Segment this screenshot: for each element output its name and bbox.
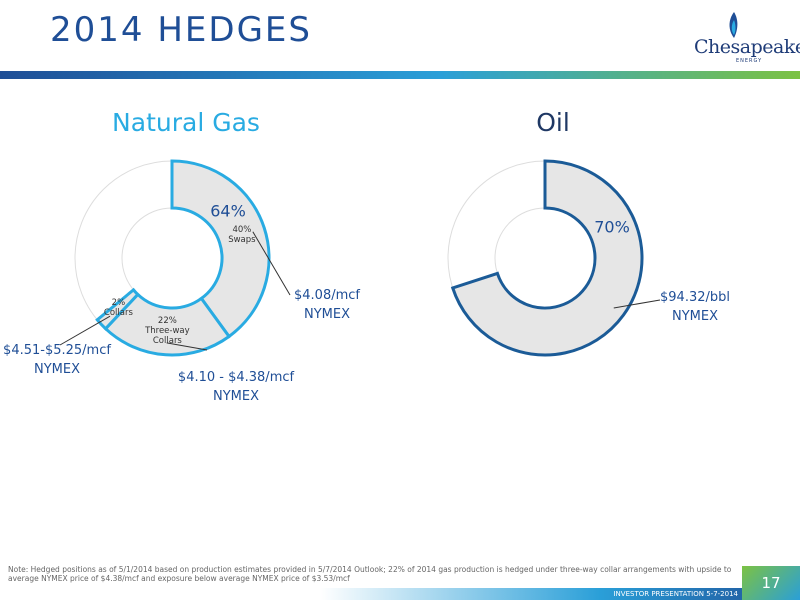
- header-stripe: [0, 71, 800, 79]
- segment-value: 40%: [232, 225, 252, 236]
- annotation-line: $4.51-$5.25/mcf: [3, 343, 111, 358]
- total-label: 70%: [594, 218, 630, 237]
- leader-line: [252, 231, 291, 296]
- annotation: $4.08/mcf NYMEX: [294, 286, 360, 324]
- annotation-line: NYMEX: [33, 362, 80, 377]
- logo-icon: [729, 12, 738, 38]
- donut-segment: [95, 287, 140, 331]
- leader-line: [166, 342, 208, 351]
- annotation-line: $4.08/mcf: [294, 288, 360, 303]
- annotation: $4.51-$5.25/mcf NYMEX: [3, 341, 111, 379]
- annotation-line: $94.32/bbl: [660, 290, 730, 305]
- footer-text: INVESTOR PRESENTATION 5-7-2014: [613, 590, 738, 598]
- chart-title: Natural Gas: [112, 108, 260, 137]
- leader-line: [613, 299, 661, 309]
- segment-name: Swaps: [228, 235, 256, 246]
- slide-title: 2014 HEDGES: [50, 10, 312, 50]
- annotation-line: $4.10 - $4.38/mcf: [177, 370, 295, 385]
- note: Note: Hedged positions as of 5/1/2014 ba…: [8, 565, 732, 583]
- logo-subtext: ENERGY: [736, 58, 763, 64]
- segment-label: 22% Three-way Collars: [142, 316, 192, 346]
- segment-name: Three-way Collars: [145, 326, 190, 347]
- segment-label: 2% Collars: [93, 298, 143, 318]
- segment-value: 2%: [111, 298, 126, 309]
- segment-name: Collars: [103, 308, 133, 319]
- annotation: $94.32/bbl NYMEX: [660, 288, 730, 326]
- donut-segment: [103, 292, 232, 357]
- logo-text: Chesapeake: [694, 36, 800, 58]
- footer-bar: [0, 588, 800, 600]
- leader-line: [59, 315, 111, 346]
- annotation-line: NYMEX: [212, 389, 259, 404]
- donut-segment: [170, 159, 271, 339]
- charts: 64% 70%: [59, 159, 661, 357]
- donut-segment: [450, 159, 644, 357]
- annotation-line: NYMEX: [671, 309, 719, 324]
- page-number: 17: [742, 566, 800, 600]
- total-label: 64%: [210, 202, 246, 221]
- annotation-line: NYMEX: [303, 307, 351, 322]
- segment-value: 22%: [157, 316, 177, 327]
- annotation: $4.10 - $4.38/mcf NYMEX: [178, 368, 294, 406]
- chart-title: Oil: [536, 108, 570, 137]
- segment-label: 40% Swaps: [217, 225, 267, 245]
